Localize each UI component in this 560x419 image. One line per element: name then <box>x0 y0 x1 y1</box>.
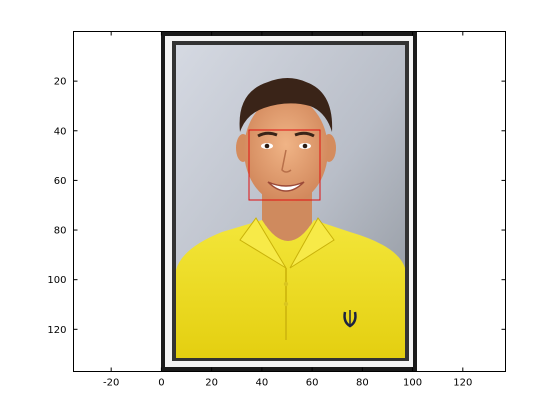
smile <box>267 181 305 192</box>
y-tick-label: 40 <box>54 126 67 137</box>
y-tick-label: 80 <box>54 226 67 237</box>
x-tick-label: -20 <box>103 378 119 389</box>
pupil-left <box>264 143 270 149</box>
x-tick-label: 0 <box>158 378 164 389</box>
button <box>283 281 289 287</box>
hair <box>239 78 333 132</box>
nose <box>281 149 292 173</box>
x-tick-label: 60 <box>306 378 319 389</box>
photo-content <box>176 45 405 358</box>
eyebrow-right <box>294 131 315 138</box>
x-tick-label: 40 <box>256 378 269 389</box>
y-axis: 20 40 60 80 100 120 <box>47 77 506 336</box>
collar-right <box>289 217 335 269</box>
laurel-logo-icon <box>343 310 357 328</box>
collar-left <box>239 217 287 269</box>
y-tick-label: 20 <box>54 77 67 88</box>
y-tick-label: 120 <box>47 325 66 336</box>
y-tick-label: 60 <box>54 176 67 187</box>
x-tick-label: 120 <box>453 378 472 389</box>
face-detection-box <box>248 129 321 201</box>
eyebrow-left <box>257 131 278 138</box>
button <box>283 301 289 307</box>
x-axis: -20 0 20 40 60 80 100 120 <box>103 31 472 389</box>
x-tick-label: 20 <box>205 378 218 389</box>
portrait-photo <box>161 32 417 371</box>
pupil-right <box>302 143 308 149</box>
y-tick-label: 100 <box>47 275 66 286</box>
x-tick-label: 100 <box>403 378 422 389</box>
axes-box <box>73 31 506 372</box>
x-tick-label: 80 <box>356 378 369 389</box>
neck <box>262 192 312 242</box>
